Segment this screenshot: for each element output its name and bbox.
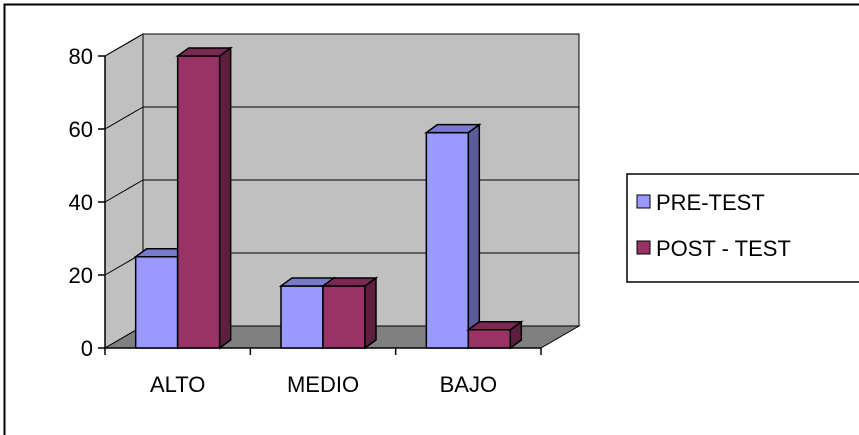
bar-front (176, 55, 221, 349)
bar-top (466, 321, 524, 331)
bar-bajo-pre-test (424, 123, 482, 350)
bar-front (280, 285, 324, 349)
y-tick-label: 60 (69, 117, 93, 142)
legend-swatch-pre-test (636, 194, 651, 209)
x-tick-label: MEDIO (287, 372, 359, 397)
legend-label-pre-test: PRE-TEST (656, 190, 765, 215)
gridline-side-40 (104, 179, 144, 203)
bar-front (425, 131, 470, 349)
x-tick-labels: ALTO MEDIO BAJO (150, 372, 497, 397)
bar-medio-post-test (320, 276, 379, 350)
bar-top (175, 47, 233, 57)
bar-side (364, 276, 377, 350)
y-tick-label: 80 (69, 44, 93, 69)
bar-top (320, 277, 379, 287)
legend-box (626, 173, 859, 283)
bar-front (322, 285, 366, 349)
bar-alto-post-test (175, 46, 233, 350)
bar-front (467, 329, 512, 349)
gridline-side-80 (104, 33, 144, 57)
y-tick-label: 40 (69, 190, 93, 215)
chart-border (3, 3, 859, 435)
bar-front (134, 256, 179, 349)
bar-side (467, 123, 481, 350)
bars (133, 46, 524, 350)
y-tick-label: 0 (81, 336, 93, 361)
y-tick-labels: 0 20 40 60 80 (69, 44, 93, 361)
bar-top (424, 123, 482, 134)
legend: PRE-TEST POST - TEST (626, 173, 859, 283)
bar-side (218, 46, 232, 350)
legend-swatch-post-test (636, 240, 651, 255)
bar-bajo-post-test (466, 320, 524, 350)
y-tick-label: 20 (69, 263, 93, 288)
gridline-side-60 (104, 106, 144, 130)
x-tick-label: ALTO (150, 372, 205, 397)
x-tick-label: BAJO (440, 372, 497, 397)
legend-label-post-test: POST - TEST (656, 236, 791, 261)
